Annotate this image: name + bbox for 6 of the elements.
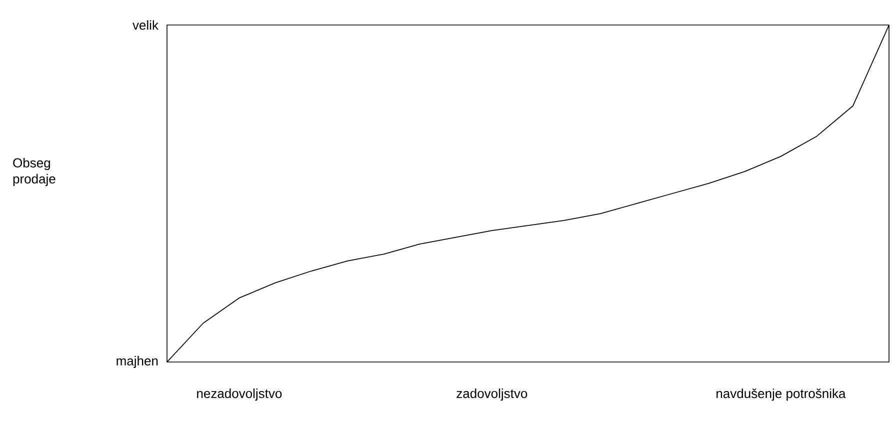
text: Obseg prodaje bbox=[13, 158, 56, 186]
x-tick-label: nezadovoljstvo bbox=[197, 388, 282, 401]
text: majhen bbox=[116, 356, 158, 368]
x-tick-label: navdušenje potrošnika bbox=[716, 388, 846, 401]
text: velik bbox=[132, 20, 158, 30]
x-tick-label: zadovoljstvo bbox=[456, 388, 528, 401]
